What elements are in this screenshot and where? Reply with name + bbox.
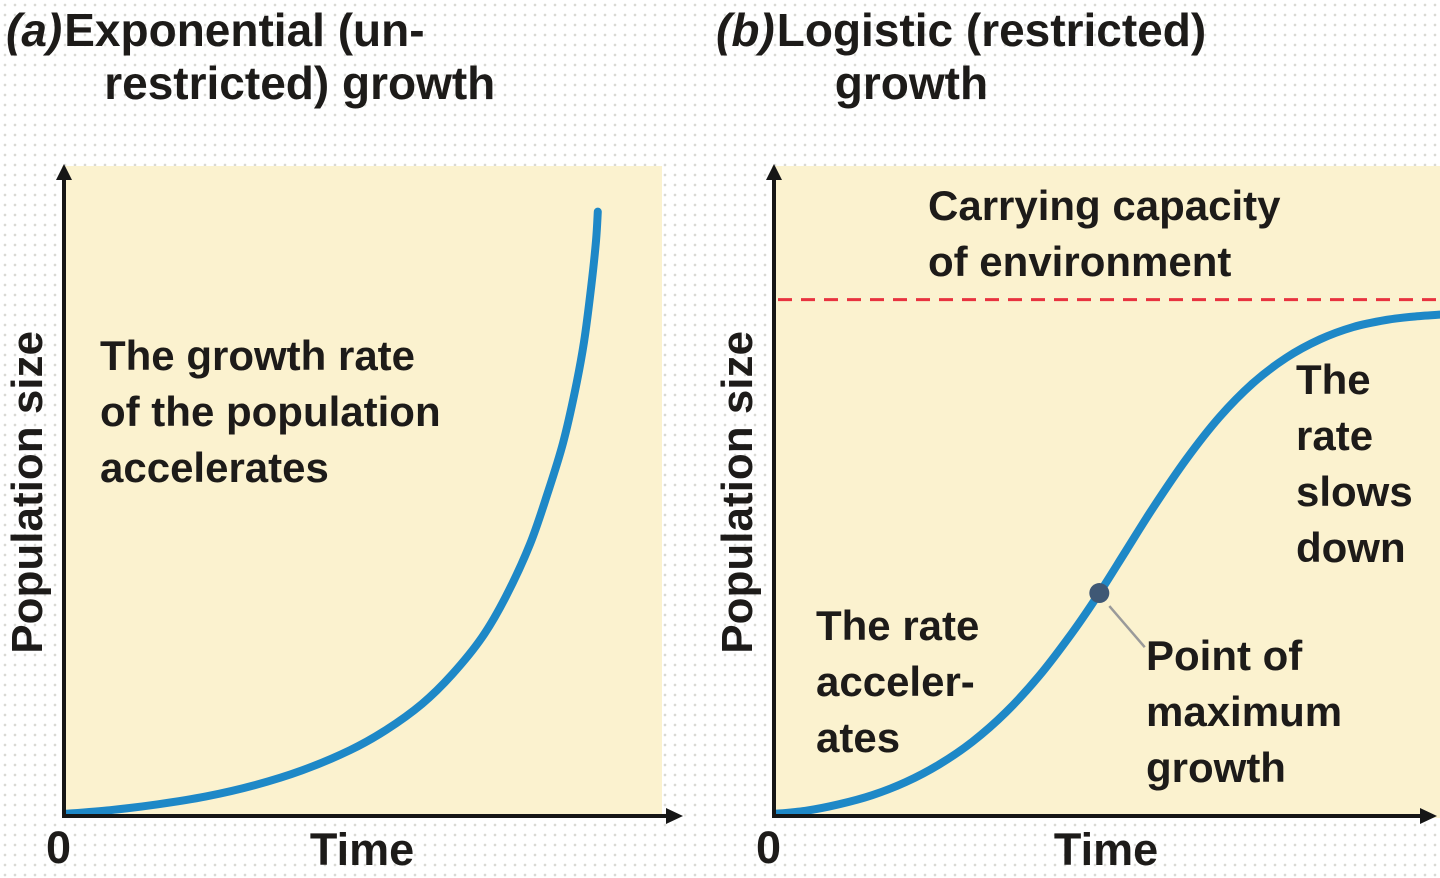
growth-curve [62,207,602,818]
annotation-rate-accelerates: The rate acceler- ates [816,602,980,761]
panel-a-title-line1: Exponential (un- [64,4,425,56]
plot-b: Carrying capacity of environment The rat… [766,164,1440,824]
max-growth-leader-line [1108,605,1146,648]
plot-a: The growth rate of the population accele… [56,164,683,824]
x-axis-arrow-icon-b [1420,808,1437,824]
panel-b-label: (b) [716,4,775,56]
panel-b-title-line1: Logistic (restricted) [776,4,1207,56]
plot-a-background [62,166,662,818]
x-axis-a [62,808,683,824]
panel-a-ylabel: Population size [2,166,54,818]
panel-a-xlabel: Time [309,824,415,875]
panel-a-title-lines: Exponential (un- restricted) growth [64,4,495,111]
annotation-rate-slows-down: The rate slows down [1296,356,1413,571]
x-axis-arrow-icon-a [666,808,683,824]
panel-a-origin-label: 0 [46,822,72,873]
plot-b-canvas [772,298,1440,818]
panel-b-title: (b) Logistic (restricted) growth [716,4,1206,111]
plot-a-canvas [62,207,602,818]
panel-b-origin-label: 0 [756,822,782,873]
y-axis-a [56,164,72,818]
panel-b-xlabel: Time [1053,824,1159,875]
panel-a-ylabel-text: Population size [3,330,52,654]
plot-b-background [772,166,1440,818]
y-axis-b [766,164,782,818]
annotation-growth-rate-accelerates: The growth rate of the population accele… [100,332,441,491]
annotation-point-of-maximum-growth: Point of maximum growth [1146,632,1343,791]
panel-b-title-line2: growth [834,57,989,110]
panel-a-label: (a) [6,4,63,56]
x-axis-b [772,808,1437,824]
panel-a-title: (a) Exponential (un- restricted) growth [6,4,495,111]
y-axis-arrow-icon-a [56,164,72,180]
y-axis-arrow-icon-b [766,164,782,180]
growth-curve [772,310,1440,818]
panel-b-ylabel: Population size [712,166,764,818]
annotation-carrying-capacity: Carrying capacity of environment [928,182,1281,285]
panel-b-title-lines: Logistic (restricted) growth [777,4,1206,111]
panel-b-ylabel-text: Population size [713,330,762,654]
max-growth-point-marker [1089,583,1110,604]
panel-a-title-line2: restricted) growth [104,57,496,110]
